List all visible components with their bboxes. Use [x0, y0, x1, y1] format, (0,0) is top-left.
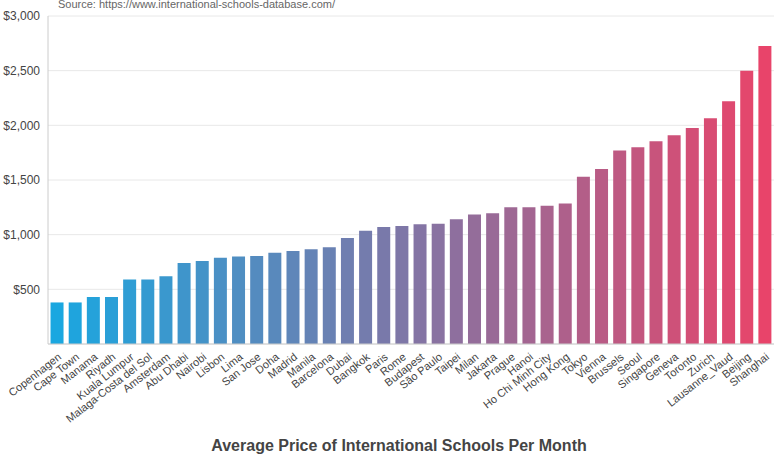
svg-text:$2,000: $2,000 — [8, 119, 40, 133]
svg-text:Amsterdam: Amsterdam — [120, 350, 173, 395]
svg-text:Riyadh: Riyadh — [83, 350, 118, 381]
svg-text:Lausanne_Vaud: Lausanne_Vaud — [665, 350, 735, 408]
svg-text:Brussels: Brussels — [585, 350, 626, 386]
svg-text:$2,500: $2,500 — [8, 64, 40, 78]
svg-text:Milan: Milan — [452, 350, 481, 377]
svg-text:Barcelona: Barcelona — [289, 350, 336, 391]
svg-text:Dubai: Dubai — [323, 350, 354, 378]
svg-text:Abu Dhabi: Abu Dhabi — [142, 350, 191, 392]
svg-text:Prague: Prague — [481, 350, 517, 382]
svg-text:$500: $500 — [13, 283, 40, 297]
svg-text:Budapest: Budapest — [382, 350, 427, 389]
svg-text:Tokyo: Tokyo — [559, 350, 590, 378]
svg-text:Hanoi: Hanoi — [505, 350, 536, 378]
html-text:Average Price of International: Average Price of International Schools P… — [211, 437, 587, 454]
svg-text:San Jose: San Jose — [219, 350, 263, 389]
svg-text:Beijing: Beijing — [719, 350, 753, 381]
svg-text:Lisbon: Lisbon — [193, 350, 227, 380]
svg-text:Paris: Paris — [362, 350, 390, 376]
svg-text:Malaga-Costa del Sol: Malaga-Costa del Sol — [64, 350, 154, 424]
svg-text:Kuala Lumpur: Kuala Lumpur — [74, 350, 136, 403]
svg-text:Manama: Manama — [58, 350, 100, 387]
svg-text:Rome: Rome — [377, 350, 409, 378]
svg-text:Singapore: Singapore — [615, 350, 663, 391]
svg-text:Ho Chi Minh City: Ho Chi Minh City — [480, 350, 554, 411]
svg-text:Shanghai: Shanghai — [727, 350, 770, 388]
svg-text:$1,500: $1,500 — [8, 173, 40, 187]
svg-text:Hong Kong: Hong Kong — [520, 350, 572, 394]
svg-text:Vienna: Vienna — [573, 350, 608, 381]
svg-text:Doha: Doha — [252, 350, 281, 377]
svg-text:Geneva: Geneva — [642, 350, 681, 384]
svg-text:Toronto: Toronto — [662, 350, 699, 383]
svg-text:$1,000: $1,000 — [8, 228, 40, 242]
svg-text:Nairobi: Nairobi — [173, 350, 209, 382]
svg-text:Jakarta: Jakarta — [463, 350, 499, 383]
svg-text:Seoul: Seoul — [614, 350, 644, 378]
svg-text:Bangkok: Bangkok — [330, 350, 372, 387]
svg-text:Taipei: Taipei — [432, 350, 463, 378]
svg-text:Cape Town: Cape Town — [30, 350, 82, 394]
svg-text:Lima: Lima — [218, 350, 245, 375]
svg-text:Manila: Manila — [284, 350, 318, 380]
svg-text:$3,000: $3,000 — [8, 9, 40, 23]
svg-text:São Paulo: São Paulo — [397, 350, 445, 392]
svg-text:Zurich: Zurich — [685, 350, 717, 379]
svg-text:Madrid: Madrid — [265, 350, 300, 381]
